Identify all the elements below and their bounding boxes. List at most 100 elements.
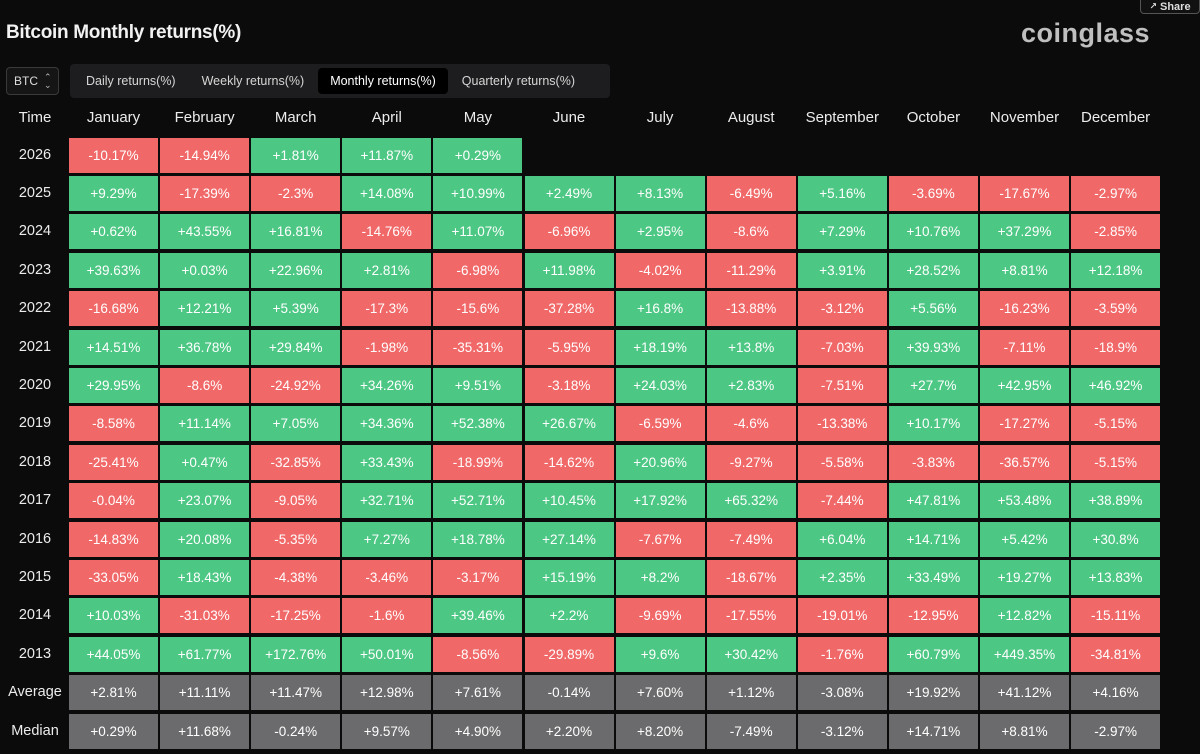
return-cell: +43.55% [160, 214, 250, 250]
return-cell: +10.45% [524, 483, 614, 519]
return-cell: +172.76% [251, 636, 341, 672]
return-cell: +18.43% [160, 559, 250, 595]
return-cell: +10.03% [69, 598, 158, 634]
column-header-february: February [174, 108, 235, 126]
tab-weekly-returns[interactable]: Weekly returns(%) [201, 74, 305, 88]
return-cell: +5.42% [980, 521, 1069, 557]
return-cell: -1.98% [342, 329, 432, 365]
return-cell: -14.83% [69, 521, 158, 557]
return-cell: +12.21% [160, 291, 250, 327]
return-cell: -19.01% [797, 598, 887, 634]
return-cell: +10.99% [433, 175, 523, 211]
row-label-2015: 2015 [18, 568, 52, 585]
row-label-2014: 2014 [18, 607, 52, 624]
row-label-2017: 2017 [18, 492, 52, 509]
return-cell: +39.93% [888, 329, 978, 365]
row-label-2022: 2022 [18, 300, 52, 317]
return-cell: +23.07% [160, 483, 250, 519]
return-cell: -13.38% [797, 406, 887, 442]
return-cell: -14.76% [342, 214, 432, 250]
tab-quarterly-returns[interactable]: Quarterly returns(%) [461, 74, 576, 88]
return-cell: +39.63% [69, 252, 158, 288]
return-cell: -2.3% [251, 175, 341, 211]
return-cell: +20.96% [615, 444, 705, 480]
column-header-july: July [646, 108, 674, 126]
return-cell: +11.14% [160, 406, 250, 442]
return-cell: +16.81% [251, 214, 341, 250]
column-header-september: September [805, 108, 879, 126]
return-cell: +17.92% [615, 483, 705, 519]
return-cell: +41.12% [980, 675, 1069, 711]
return-cell: +28.52% [888, 252, 978, 288]
column-header-march: March [274, 108, 317, 126]
return-cell: -1.6% [342, 598, 432, 634]
column-header-time: Time [18, 108, 52, 126]
tab-monthly-returns[interactable]: Monthly returns(%) [318, 68, 448, 94]
return-cell: +13.8% [706, 329, 796, 365]
return-cell: +5.16% [797, 175, 887, 211]
row-label-2024: 2024 [18, 223, 52, 240]
return-cell: +12.18% [1071, 252, 1161, 288]
return-cell: -7.67% [615, 521, 705, 557]
return-cell: +7.61% [433, 675, 523, 711]
return-cell: +8.20% [615, 713, 705, 749]
return-cell: -18.9% [1071, 329, 1161, 365]
return-cell: -2.97% [1071, 175, 1161, 211]
return-cell: -5.95% [524, 329, 614, 365]
return-cell: +29.84% [251, 329, 341, 365]
tab-daily-returns[interactable]: Daily returns(%) [86, 74, 176, 88]
return-cell: +39.46% [433, 598, 523, 634]
return-cell: +11.68% [160, 713, 250, 749]
return-cell: +19.27% [980, 559, 1069, 595]
return-cell: +33.49% [888, 559, 978, 595]
return-cell: -5.15% [1071, 444, 1161, 480]
return-cell: -31.03% [160, 598, 250, 634]
return-cell: +6.04% [797, 521, 887, 557]
return-cell: -8.6% [160, 367, 250, 403]
return-cell: +14.71% [888, 713, 978, 749]
return-cell: +5.56% [888, 291, 978, 327]
return-cell: +2.81% [342, 252, 432, 288]
row-label-2013: 2013 [18, 645, 52, 662]
chevron-updown-icon: ⌃ ⌄ [44, 72, 52, 90]
return-cell: +61.77% [160, 636, 250, 672]
return-cell: -17.25% [251, 598, 341, 634]
return-cell: -13.88% [706, 291, 796, 327]
return-cell: +5.39% [251, 291, 341, 327]
return-cell: +10.76% [888, 214, 978, 250]
return-cell: -3.83% [888, 444, 978, 480]
return-cell: +1.81% [251, 137, 341, 173]
return-cell: -7.44% [797, 483, 887, 519]
return-cell: -24.92% [251, 367, 341, 403]
return-cell: -3.17% [433, 559, 523, 595]
share-button[interactable]: ↗ Share [1140, 0, 1200, 14]
return-cell: +26.67% [524, 406, 614, 442]
return-cell: -6.98% [433, 252, 523, 288]
return-cell: +8.2% [615, 559, 705, 595]
return-cell: -15.6% [433, 291, 523, 327]
return-cell: -3.12% [797, 713, 887, 749]
column-header-november: November [989, 108, 1060, 126]
return-cell: +36.78% [160, 329, 250, 365]
return-cell: +30.8% [1071, 521, 1161, 557]
return-cell: +52.71% [433, 483, 523, 519]
share-icon: ↗ [1149, 1, 1157, 11]
return-cell: +13.83% [1071, 559, 1161, 595]
row-label-2016: 2016 [18, 530, 52, 547]
return-cell: -2.97% [1071, 713, 1161, 749]
return-cell: +2.83% [706, 367, 796, 403]
return-cell: -34.81% [1071, 636, 1161, 672]
return-cell: -3.46% [342, 559, 432, 595]
return-cell: -18.67% [706, 559, 796, 595]
return-cell: +20.08% [160, 521, 250, 557]
return-cell: +12.98% [342, 675, 432, 711]
return-cell: +37.29% [980, 214, 1069, 250]
return-cell: +0.62% [69, 214, 158, 250]
asset-select[interactable]: BTC ⌃ ⌄ [6, 67, 59, 95]
share-label: Share [1159, 0, 1191, 13]
return-cell: -3.18% [524, 367, 614, 403]
return-cell: -33.05% [69, 559, 158, 595]
return-cell: +15.19% [524, 559, 614, 595]
return-cell: +0.29% [433, 137, 523, 173]
column-header-august: August [727, 108, 775, 126]
